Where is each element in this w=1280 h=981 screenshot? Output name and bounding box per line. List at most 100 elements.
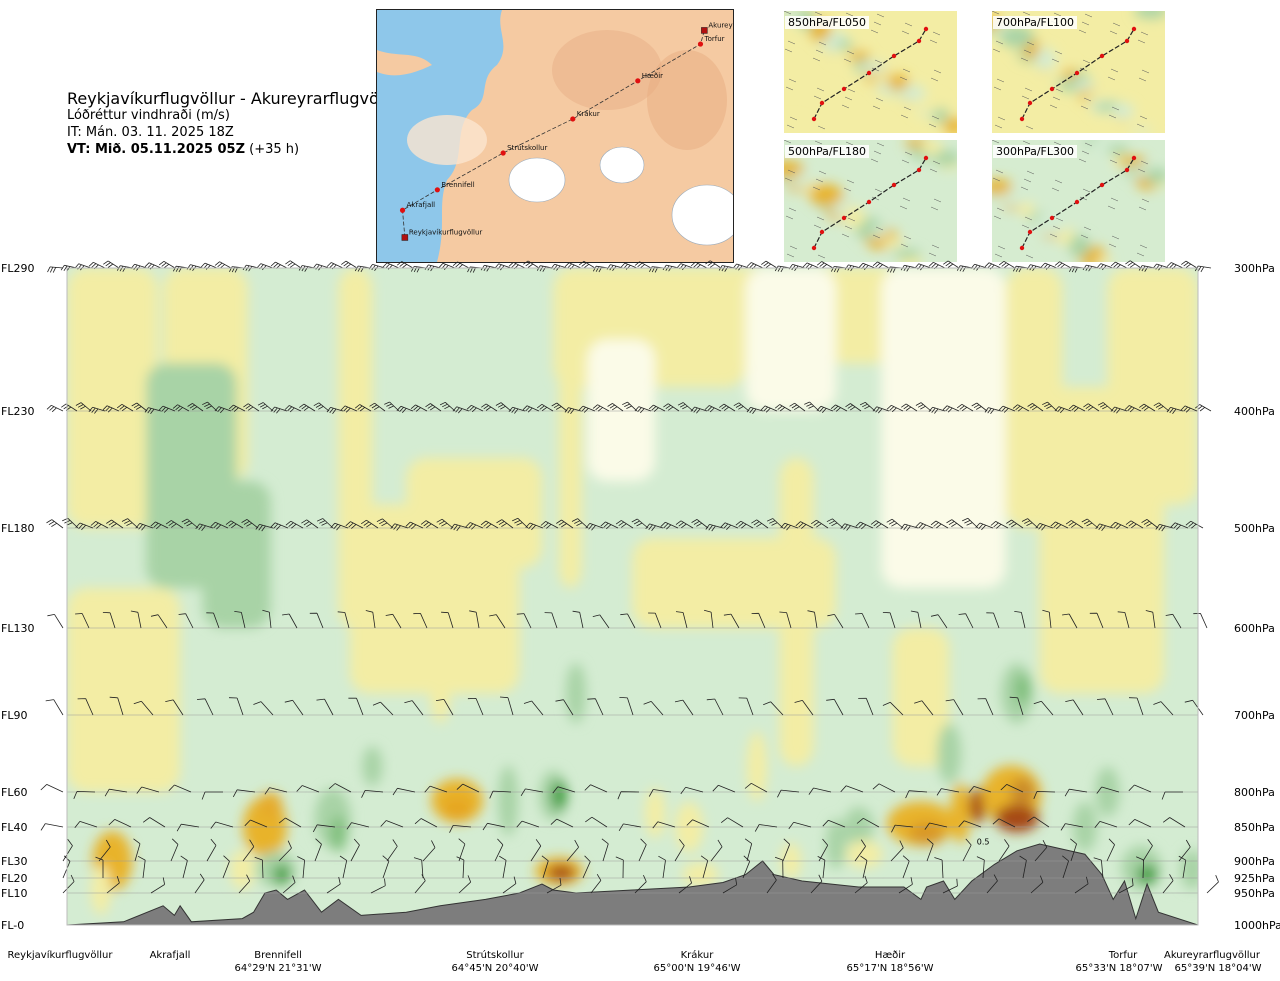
mini-barb	[992, 48, 1001, 53]
velocity-cell	[498, 765, 519, 836]
mini-barb	[1107, 205, 1116, 210]
wind-barb	[264, 787, 288, 795]
wind-barb	[582, 855, 591, 879]
pressure-level-label: 600hPa	[1234, 622, 1275, 635]
wind-barb	[47, 614, 64, 629]
wind-barb	[270, 261, 288, 269]
mini-barb	[1140, 31, 1149, 36]
wind-barb	[1155, 524, 1174, 532]
mini-map-700-svg	[992, 11, 1165, 133]
wind-barb	[882, 701, 904, 716]
wind-barb	[424, 264, 442, 272]
wind-barb	[1012, 265, 1030, 273]
wind-barb	[998, 260, 1016, 269]
mini-barb	[930, 206, 939, 211]
wind-barb	[541, 855, 549, 879]
wind-barb	[1050, 521, 1069, 530]
mini-barb	[901, 159, 910, 164]
wind-barb	[680, 786, 704, 795]
wind-barb	[914, 263, 932, 271]
wind-barb	[365, 610, 376, 629]
wind-barb	[90, 521, 109, 529]
wind-barb	[414, 818, 438, 828]
wind-barb	[890, 840, 904, 862]
wind-barb	[830, 266, 848, 273]
mini-map-850: 850hPa/FL050	[784, 11, 957, 133]
wind-barb	[942, 405, 960, 413]
wind-barb	[424, 785, 448, 793]
wind-barbs	[40, 260, 1219, 894]
wind-barb	[1095, 523, 1114, 531]
wind-barb	[508, 406, 526, 414]
mini-barb	[847, 88, 856, 93]
wind-barb	[1089, 612, 1104, 629]
mini-barb	[899, 76, 908, 81]
wind-barb	[1145, 610, 1156, 629]
wind-barb	[779, 611, 792, 629]
mini-waypoint	[1049, 215, 1055, 221]
wind-barb	[206, 612, 220, 629]
mini-barb	[1141, 198, 1150, 203]
wind-barb	[467, 266, 484, 273]
wind-barb	[677, 402, 694, 412]
wind-barb	[1012, 404, 1030, 412]
velocity-cell	[908, 821, 945, 846]
mini-barb	[788, 78, 797, 83]
wind-barb	[617, 791, 640, 800]
wind-barb	[346, 822, 370, 830]
terrain-profile	[67, 843, 1198, 925]
mini-barb	[789, 116, 798, 121]
wind-barb	[1027, 403, 1044, 412]
wind-barb	[634, 406, 652, 414]
mini-barb	[874, 188, 883, 193]
wind-barb	[607, 403, 624, 412]
wind-barb	[1065, 520, 1084, 529]
wind-barb	[564, 407, 582, 415]
wind-barb	[368, 264, 386, 271]
velocity-cell	[362, 746, 383, 787]
wind-barb	[928, 406, 946, 414]
mini-barb	[787, 169, 796, 174]
mini-barb	[1026, 41, 1035, 46]
wind-barb	[592, 614, 610, 629]
wind-barb	[350, 838, 360, 862]
wind-barb	[1106, 838, 1115, 862]
wind-barb	[326, 262, 344, 270]
mini-barb	[818, 170, 827, 175]
wind-barb	[1178, 855, 1187, 879]
wind-barb	[766, 518, 784, 529]
wind-barb	[1162, 817, 1186, 828]
mini-barb	[1021, 95, 1030, 100]
mini-waypoint	[1124, 167, 1130, 173]
velocity-cell	[1014, 673, 1031, 704]
wind-barb	[926, 838, 934, 862]
wind-barb	[606, 264, 624, 272]
wind-barb	[106, 875, 120, 894]
wind-barb	[316, 518, 334, 529]
mini-cell	[1146, 168, 1165, 184]
mini-barb	[928, 252, 937, 257]
valid-time-bold: VT: Mið. 05.11.2025 05Z	[67, 142, 246, 157]
mini-barb	[870, 158, 879, 163]
velocity-cell	[230, 849, 255, 890]
wind-barb	[1064, 788, 1088, 797]
location-coord: 64°45'N 20°40'W	[452, 963, 539, 974]
velocity-band	[406, 457, 543, 568]
velocity-band	[587, 339, 656, 482]
wind-barb	[158, 260, 176, 269]
mini-waypoint	[923, 155, 929, 161]
mini-barb	[786, 253, 795, 258]
wind-barb	[872, 406, 890, 414]
mini-cell	[1084, 91, 1112, 101]
wind-barb	[1062, 855, 1069, 879]
wind-barb	[222, 855, 230, 879]
mini-waypoint	[1131, 26, 1137, 32]
wind-barb	[165, 699, 184, 716]
wind-barb	[712, 784, 736, 793]
wind-barb	[396, 261, 414, 269]
wind-barb	[88, 261, 106, 270]
velocity-cell	[826, 819, 847, 869]
wind-barb	[438, 262, 456, 270]
wind-barb	[481, 403, 498, 412]
wind-barb	[62, 838, 73, 862]
